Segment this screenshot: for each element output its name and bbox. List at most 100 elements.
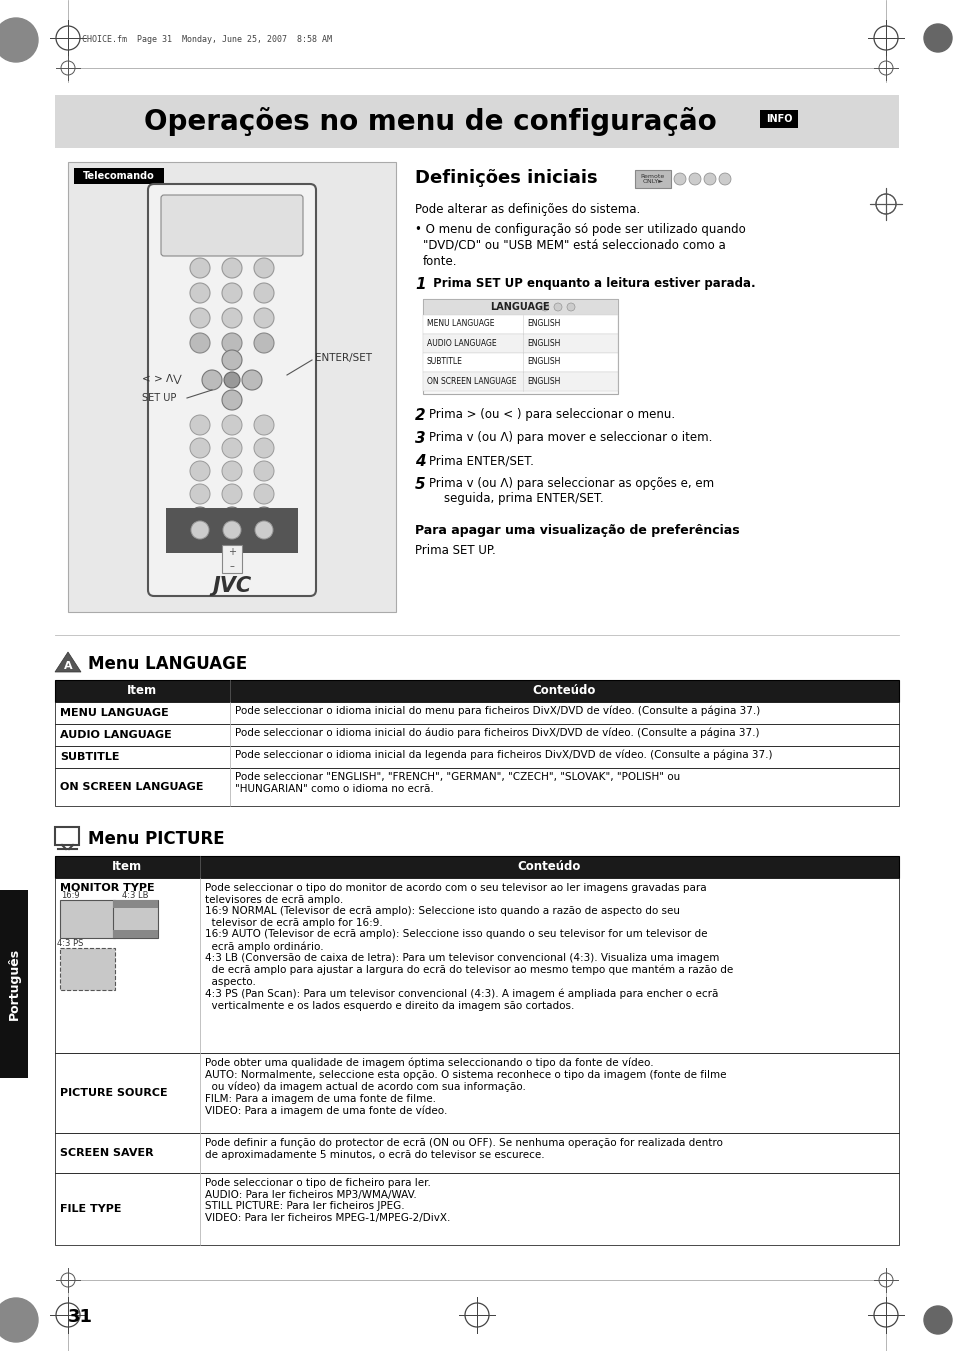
Text: Pode seleccionar o idioma inicial do menu para ficheiros DivX/DVD de vídeo. (Con: Pode seleccionar o idioma inicial do men… [234,707,760,716]
Circle shape [242,370,262,390]
Text: Pode obter uma qualidade de imagem óptima seleccionando o tipo da fonte de vídeo: Pode obter uma qualidade de imagem óptim… [205,1058,726,1116]
Text: fonte.: fonte. [422,255,457,267]
Text: Para apagar uma visualização de preferências: Para apagar uma visualização de preferên… [415,524,739,536]
Circle shape [223,521,241,539]
Circle shape [253,530,274,550]
Text: ENGLISH: ENGLISH [526,377,559,385]
Circle shape [202,370,222,390]
Bar [55,95,898,149]
Circle shape [253,258,274,278]
Circle shape [190,258,210,278]
Text: Conteúdo: Conteúdo [532,685,595,697]
Text: Pode seleccionar o tipo do monitor de acordo com o seu televisor ao ler imagens : Pode seleccionar o tipo do monitor de ac… [205,884,733,1011]
Circle shape [224,372,240,388]
Text: 31: 31 [68,1308,92,1325]
Circle shape [253,415,274,435]
Text: JVC: JVC [213,576,252,596]
Text: Pode alterar as definições do sistema.: Pode alterar as definições do sistema. [415,203,639,216]
Bar [760,109,797,128]
Text: Português: Português [8,948,20,1020]
Circle shape [222,530,242,550]
Text: A: A [64,661,72,671]
Text: "DVD/CD" ou "USB MEM" está seleccionado como a: "DVD/CD" ou "USB MEM" está seleccionado … [422,239,725,253]
Bar [55,1133,898,1173]
Circle shape [222,308,242,328]
Text: MENU LANGUAGE: MENU LANGUAGE [427,319,494,328]
Text: PICTURE SOURCE: PICTURE SOURCE [60,1088,168,1098]
Text: Item: Item [127,685,157,697]
Text: +: + [228,547,235,557]
Bar [0,890,28,1078]
Text: Prima ENTER/SET.: Prima ENTER/SET. [429,454,534,467]
Text: Prima v (ou Λ) para seleccionar as opções e, em
    seguida, prima ENTER/SET.: Prima v (ou Λ) para seleccionar as opçõe… [429,477,714,505]
Bar [55,746,898,767]
Text: 4: 4 [415,454,425,469]
Circle shape [222,507,242,527]
Bar [55,703,898,724]
Text: 16:9: 16:9 [61,892,79,901]
Bar [422,299,618,315]
Text: Definições iniciais: Definições iniciais [415,169,597,186]
Text: ENTER/SET: ENTER/SET [314,353,372,363]
Text: Telecomando: Telecomando [83,172,154,181]
Circle shape [253,332,274,353]
Circle shape [253,507,274,527]
Polygon shape [55,653,81,671]
Circle shape [222,350,242,370]
Bar [68,162,395,612]
Text: 5: 5 [415,477,425,492]
Bar [422,315,618,334]
Text: 4:3 LB: 4:3 LB [122,892,148,901]
Text: ENGLISH: ENGLISH [526,358,559,366]
Bar [55,878,898,1052]
Circle shape [923,1306,951,1333]
Text: 3: 3 [415,431,425,446]
Text: LANGUAGE: LANGUAGE [490,303,549,312]
Circle shape [190,308,210,328]
Text: Remote
ONLY►: Remote ONLY► [640,173,664,184]
Circle shape [190,415,210,435]
Text: FILE TYPE: FILE TYPE [60,1204,121,1215]
Text: Item: Item [112,861,142,874]
Bar [112,900,158,938]
Text: 2: 2 [415,408,425,423]
Text: ON SCREEN LANGUAGE: ON SCREEN LANGUAGE [427,377,516,385]
Text: • O menu de configuração só pode ser utilizado quando: • O menu de configuração só pode ser uti… [415,223,745,236]
Circle shape [222,461,242,481]
Bar [74,168,164,184]
Circle shape [253,461,274,481]
Text: SET UP: SET UP [142,393,176,403]
Text: Prima SET UP.: Prima SET UP. [415,544,496,557]
Text: CHOICE.fm  Page 31  Monday, June 25, 2007  8:58 AM: CHOICE.fm Page 31 Monday, June 25, 2007 … [82,35,332,45]
Bar [55,680,898,703]
Text: MENU LANGUAGE: MENU LANGUAGE [60,708,169,717]
Bar [166,508,297,553]
Text: SCREEN SAVER: SCREEN SAVER [60,1148,153,1158]
Bar [222,544,242,573]
Circle shape [673,173,685,185]
Circle shape [222,332,242,353]
Text: Menu LANGUAGE: Menu LANGUAGE [88,655,247,673]
Bar [422,299,618,394]
Text: ON SCREEN LANGUAGE: ON SCREEN LANGUAGE [60,782,203,792]
Circle shape [190,484,210,504]
Circle shape [923,24,951,51]
Circle shape [222,282,242,303]
Bar [112,900,158,908]
Circle shape [222,258,242,278]
Circle shape [190,461,210,481]
Text: SUBTITLE: SUBTITLE [427,358,462,366]
Circle shape [190,438,210,458]
Text: SUBTITLE: SUBTITLE [60,753,119,762]
Text: Pode seleccionar o idioma inicial do áudio para ficheiros DivX/DVD de vídeo. (Co: Pode seleccionar o idioma inicial do áud… [234,728,759,739]
Bar [55,1173,898,1246]
Circle shape [566,303,575,311]
Circle shape [253,282,274,303]
Circle shape [254,521,273,539]
Text: Menu PICTURE: Menu PICTURE [88,830,224,848]
Circle shape [253,438,274,458]
Bar [60,948,115,990]
FancyBboxPatch shape [148,184,315,596]
Circle shape [253,484,274,504]
Bar [55,857,898,878]
